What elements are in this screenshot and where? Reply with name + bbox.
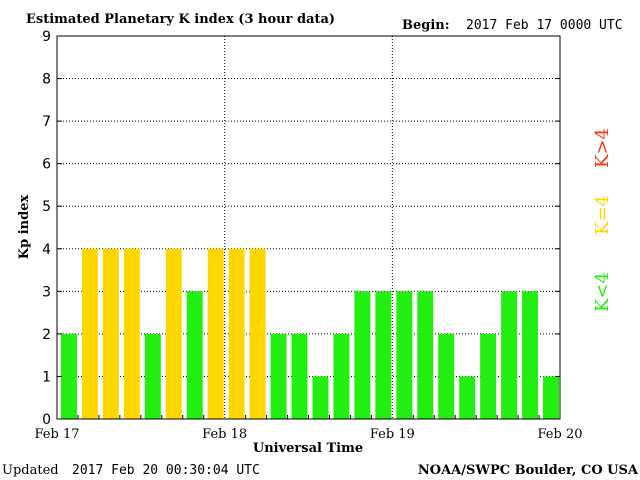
bar (61, 333, 77, 419)
bar (123, 248, 140, 419)
y-tick-label: 7 (42, 114, 51, 130)
bar (228, 248, 245, 419)
bars (61, 248, 559, 419)
bar (396, 291, 413, 419)
bar (438, 333, 455, 419)
y-tick-label: 4 (42, 242, 51, 258)
bar (186, 291, 203, 419)
y-tick-label: 3 (42, 284, 51, 300)
x-ticks: Feb 17 Feb 18 Feb 19 Feb 20 (35, 415, 583, 442)
y-ticks: 0 1 2 3 4 5 6 7 8 9 (42, 29, 560, 428)
bar (501, 291, 518, 419)
bar (375, 291, 392, 419)
y-tick-label: 1 (42, 369, 51, 385)
updated-label: Updated (2, 463, 59, 478)
y-axis-label: Kp index (17, 195, 32, 260)
bar (354, 291, 371, 419)
bar (270, 333, 287, 419)
y-tick-label: 8 (42, 72, 51, 88)
bar (291, 333, 308, 419)
grid-lines (57, 36, 560, 419)
x-tick-label: Feb 20 (538, 427, 583, 442)
y-tick-label: 2 (42, 327, 51, 343)
bar (81, 248, 98, 419)
x-tick-label: Feb 18 (202, 427, 247, 442)
y-tick-label: 9 (42, 29, 51, 45)
chart-title: Estimated Planetary K index (3 hour data… (26, 12, 335, 27)
bar (165, 248, 182, 419)
legend-k-less-4: K<4 (592, 272, 613, 312)
bar (333, 333, 350, 419)
y-tick-label: 6 (42, 157, 51, 173)
x-axis-label: Universal Time (253, 441, 363, 456)
credit-text: NOAA/SWPC Boulder, CO USA (418, 463, 639, 478)
begin-label: Begin: (402, 18, 450, 33)
legend-k-equal-4: K=4 (592, 195, 613, 235)
begin-value: 2017 Feb 17 0000 UTC (466, 18, 623, 33)
bar (207, 248, 224, 419)
bar (249, 248, 266, 419)
y-tick-label: 5 (42, 199, 51, 215)
x-tick-label: Feb 19 (370, 427, 415, 442)
bar (312, 376, 329, 419)
y-tick-label: 0 (42, 412, 51, 428)
bar (480, 333, 497, 419)
bar (543, 376, 559, 419)
updated-value: 2017 Feb 20 00:30:04 UTC (72, 463, 260, 478)
bar (144, 333, 161, 419)
bar (459, 376, 476, 419)
legend-k-greater-4: K>4 (592, 128, 613, 168)
bar (522, 291, 539, 419)
bar (102, 248, 119, 419)
bar (417, 291, 434, 419)
x-tick-label: Feb 17 (35, 427, 80, 442)
